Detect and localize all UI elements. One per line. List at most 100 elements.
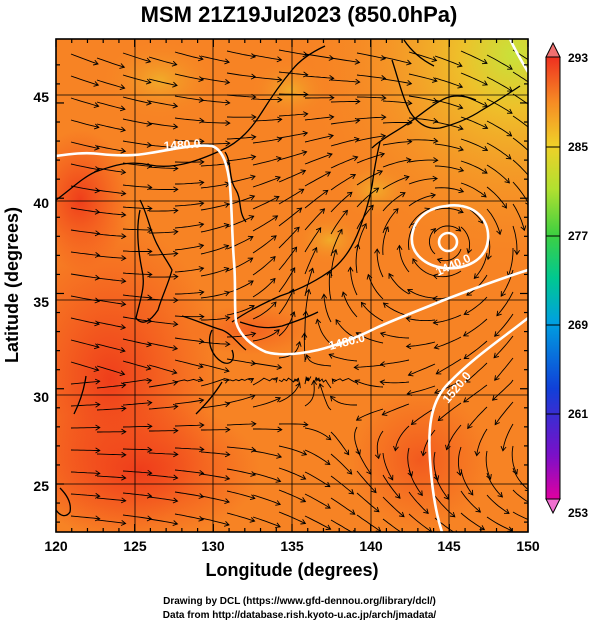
- streamline: [70, 339, 100, 348]
- streamline-arrowhead: [300, 474, 307, 480]
- streamline: [408, 363, 436, 376]
- streamline-arrowhead: [481, 58, 488, 65]
- streamline: [200, 403, 230, 409]
- streamline-arrowhead: [120, 211, 127, 218]
- streamline: [511, 445, 518, 475]
- streamline-arrowhead: [396, 244, 403, 251]
- streamline-arrowhead: [462, 331, 469, 337]
- streamline-arrowhead: [525, 202, 528, 205]
- streamline-arrowhead: [381, 410, 388, 416]
- streamline: [355, 379, 384, 388]
- streamline-arrowhead: [172, 403, 179, 410]
- streamline-arrowhead: [532, 84, 537, 89]
- streamline-arrowhead: [94, 230, 101, 237]
- streamline-arrowhead: [173, 165, 179, 172]
- streamline-arrowhead: [197, 55, 204, 62]
- streamline-arrowhead: [368, 204, 374, 211]
- streamline: [70, 53, 99, 65]
- streamline: [122, 338, 152, 346]
- colorbar-label-277: 277: [568, 229, 588, 243]
- streamline: [148, 56, 177, 66]
- x-tick-125: 125: [123, 538, 147, 554]
- streamline-arrowhead: [463, 397, 469, 403]
- streamline: [330, 229, 343, 257]
- streamline: [70, 427, 100, 429]
- streamline-arrowhead: [341, 291, 348, 298]
- streamline-arrowhead: [270, 277, 276, 284]
- streamline-arrowhead: [199, 422, 205, 429]
- streamline: [465, 362, 488, 383]
- streamline-arrowhead: [146, 120, 153, 127]
- streamline: [408, 469, 423, 496]
- streamline: [122, 250, 152, 252]
- streamline-arrowhead: [473, 273, 480, 279]
- streamline-arrowhead: [467, 423, 473, 430]
- streamline-arrowhead: [94, 297, 101, 304]
- streamline-arrowhead: [321, 293, 328, 300]
- streamline: [486, 54, 513, 70]
- streamline-arrowhead: [302, 310, 309, 316]
- streamline-arrowhead: [403, 175, 410, 181]
- streamline-arrowhead: [120, 277, 127, 284]
- streamline-arrowhead: [463, 353, 470, 360]
- streamline-arrowhead: [225, 341, 231, 347]
- streamline-arrowhead: [199, 313, 205, 320]
- streamline: [486, 76, 513, 92]
- streamline: [148, 144, 178, 149]
- streamline: [96, 123, 126, 131]
- streamline: [512, 489, 528, 503]
- streamline-arrowhead: [172, 345, 179, 351]
- streamline-arrowhead: [494, 419, 500, 426]
- streamline-arrowhead: [435, 369, 442, 375]
- streamline-arrowhead: [224, 315, 231, 322]
- streamline-arrowhead: [325, 171, 332, 177]
- streamline-arrowhead: [93, 123, 100, 130]
- streamline-arrowhead: [432, 273, 439, 280]
- streamline: [253, 428, 282, 431]
- streamline-arrowhead: [172, 321, 179, 327]
- streamline: [252, 516, 281, 528]
- streamline-arrowhead: [173, 427, 179, 434]
- streamline-arrowhead: [512, 468, 518, 475]
- streamline-arrowhead: [147, 184, 153, 191]
- streamline-arrowhead: [224, 498, 230, 505]
- streamline-arrowhead: [406, 59, 412, 66]
- streamline-arrowhead: [360, 301, 367, 308]
- streamline: [380, 359, 410, 365]
- streamline: [356, 448, 372, 475]
- streamline: [278, 226, 300, 249]
- streamline: [174, 491, 204, 498]
- streamline-arrowhead: [223, 223, 230, 229]
- streamline: [201, 142, 230, 145]
- streamline-arrowhead: [276, 136, 283, 143]
- streamline: [148, 100, 178, 107]
- streamline: [174, 399, 204, 405]
- streamline-arrowhead: [458, 145, 464, 152]
- streamline: [148, 474, 178, 479]
- x-tick-140: 140: [359, 538, 383, 554]
- streamline: [356, 187, 379, 208]
- streamline: [278, 49, 308, 56]
- streamline: [252, 76, 282, 81]
- streamline: [70, 361, 99, 371]
- streamline: [122, 206, 152, 209]
- streamline: [408, 491, 429, 514]
- colorbar-top-arrow: [545, 41, 561, 58]
- streamline-arrowhead: [291, 246, 298, 253]
- streamline: [122, 140, 152, 146]
- footer-credit-data: Data from http://database.rish.kyoto-u.a…: [162, 610, 437, 621]
- streamline: [408, 95, 438, 102]
- streamline-arrowhead: [300, 169, 307, 175]
- streamline: [428, 228, 436, 255]
- streamline-arrowhead: [94, 144, 100, 151]
- streamline-arrowhead: [335, 318, 341, 325]
- streamline: [463, 384, 488, 403]
- streamline: [278, 423, 308, 426]
- streamline-arrowhead: [198, 76, 205, 83]
- streamline-arrowhead: [458, 187, 465, 194]
- streamline: [70, 403, 100, 407]
- streamline-arrowhead: [412, 258, 418, 264]
- streamline-arrowhead: [146, 99, 152, 106]
- streamline: [278, 311, 295, 337]
- streamline-arrowhead: [224, 58, 230, 65]
